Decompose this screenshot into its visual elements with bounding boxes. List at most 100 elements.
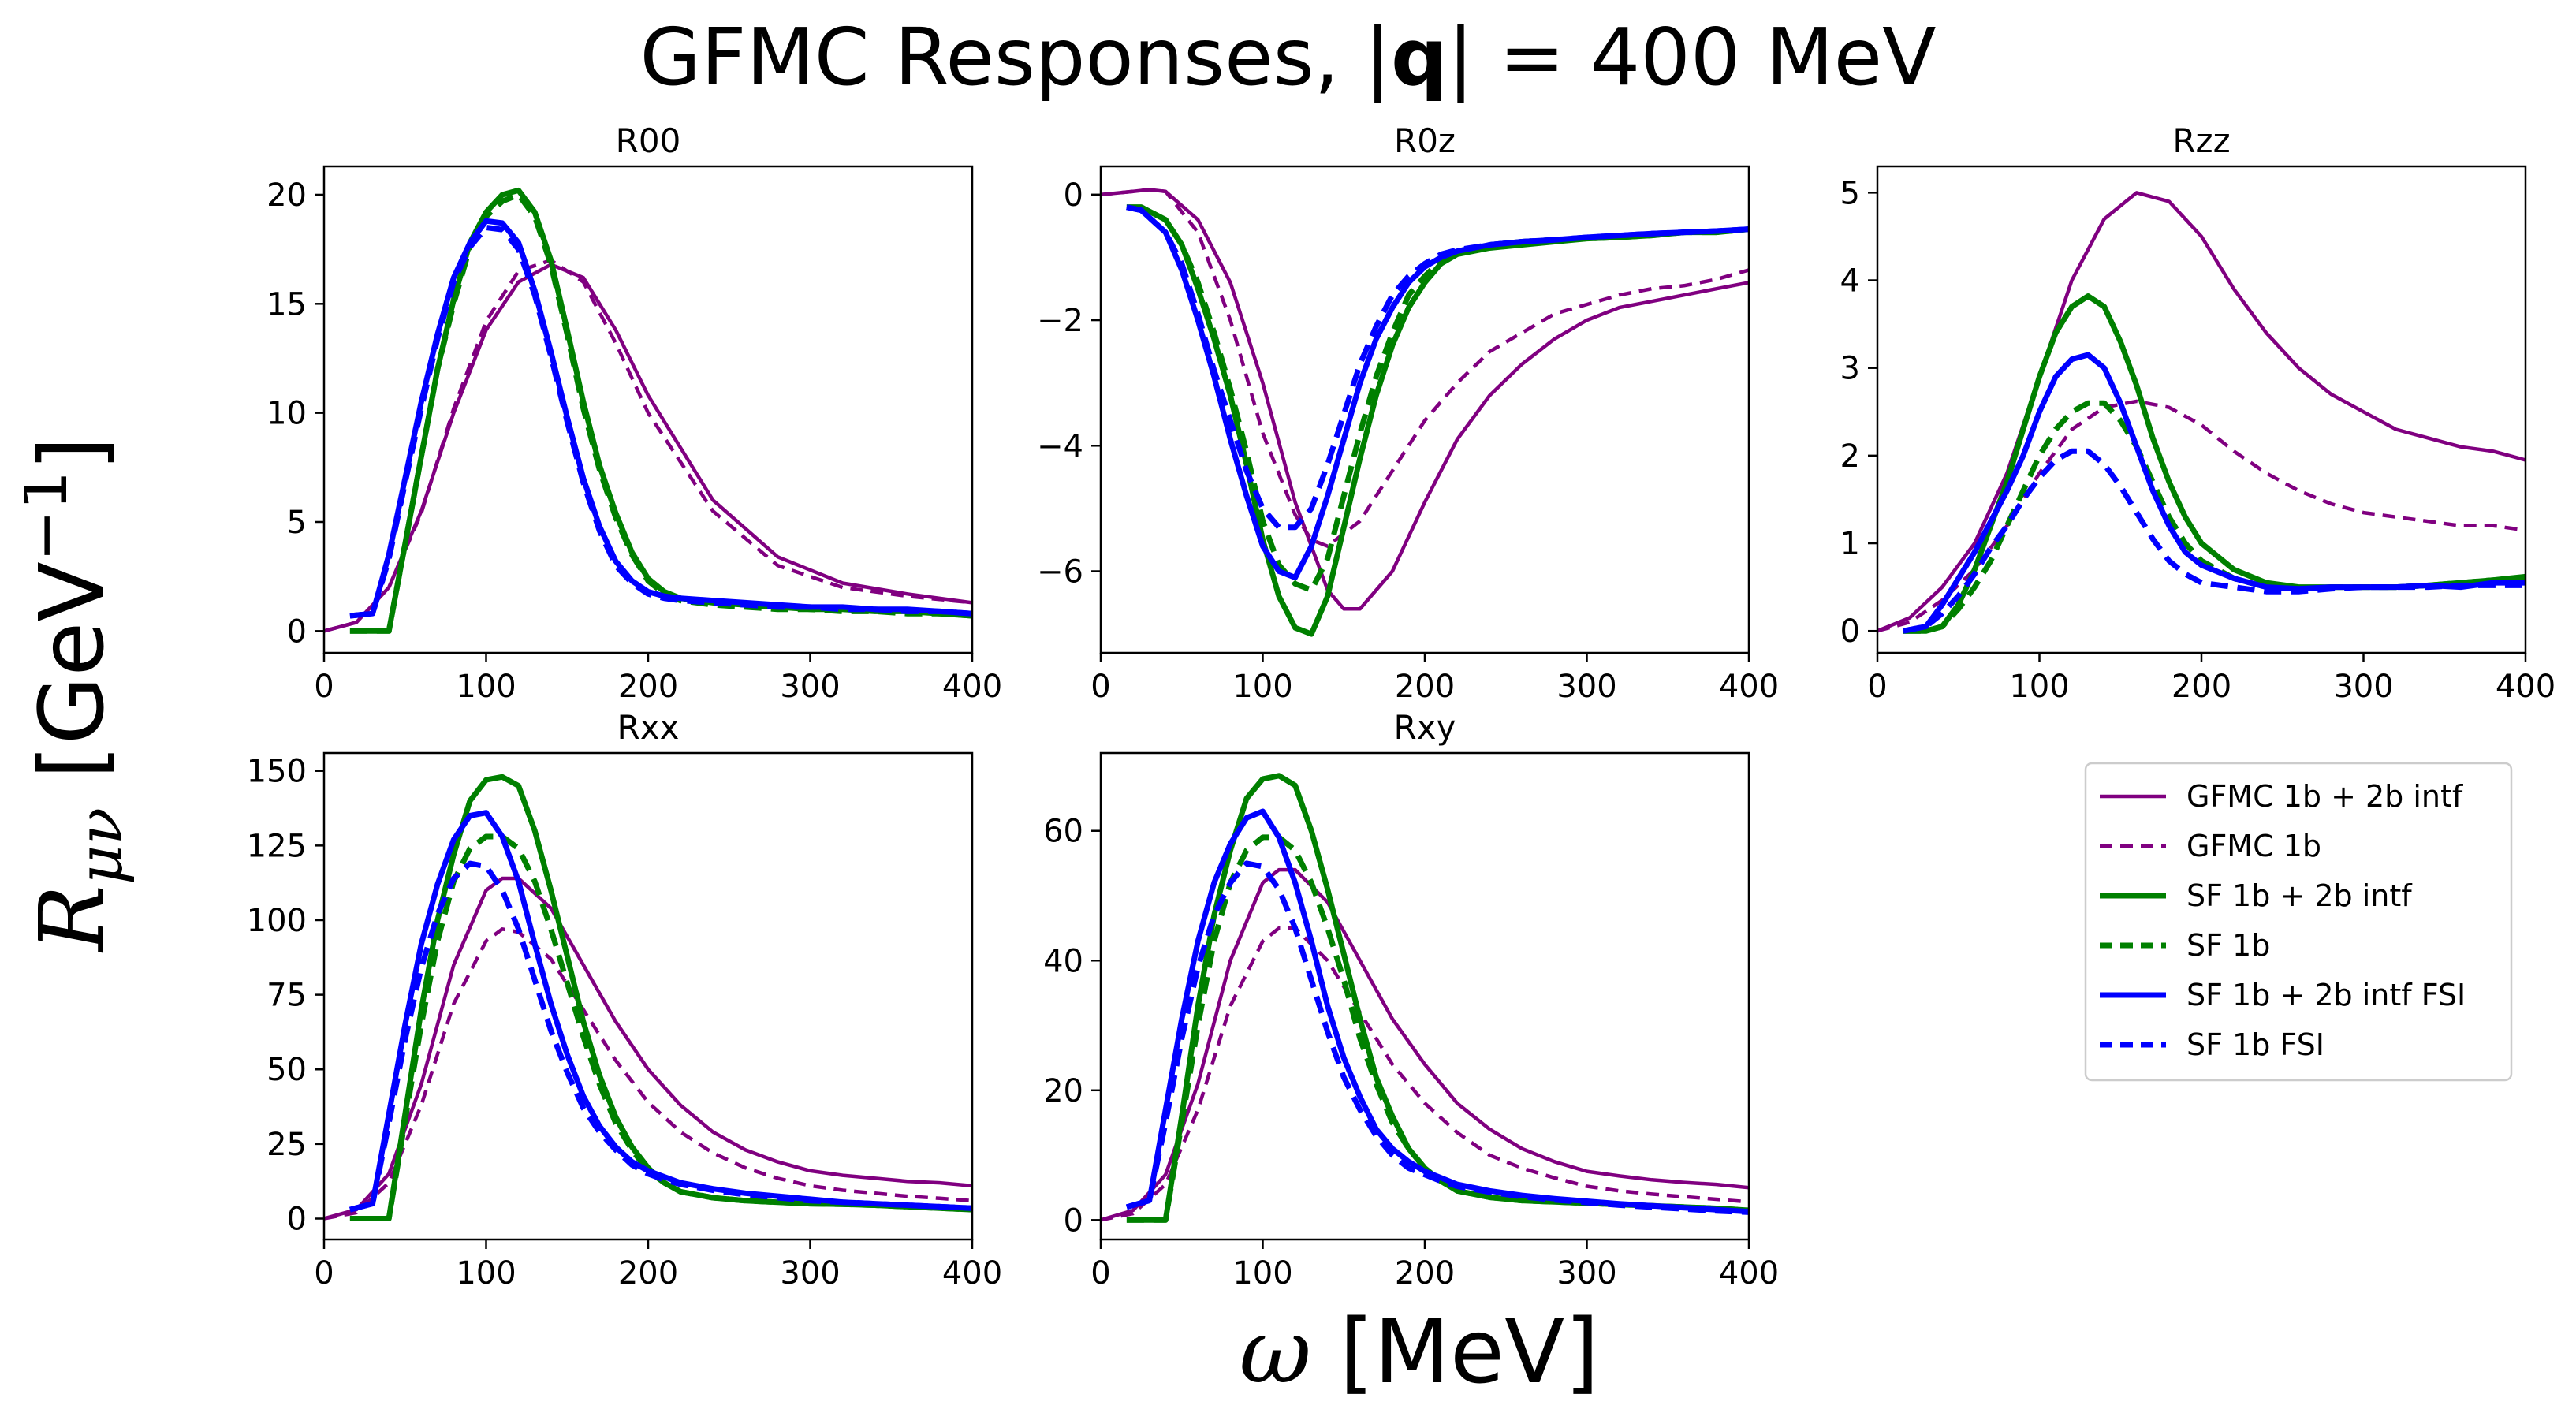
legend-label: SF 1b + 2b intf FSI <box>2186 978 2466 1012</box>
svg-text:Rμν[GeV−1]: Rμν[GeV−1] <box>24 436 136 952</box>
x-tick-label: 400 <box>1719 669 1779 705</box>
legend-entry: SF 1b <box>2100 928 2270 963</box>
x-tick-label: 100 <box>1232 669 1292 705</box>
x-tick-label: 100 <box>1232 1255 1292 1292</box>
panel-title: Rzz <box>2172 121 2230 160</box>
series-line-sf-1b-2b-intf-fsi <box>1903 352 2526 634</box>
axes-frame <box>1099 165 1750 654</box>
x-tick-label: 400 <box>1719 1255 1779 1292</box>
series-line-sf-1b-fsi <box>1125 860 1749 1215</box>
panel-rzz: Rzz 0 100 200 300 400 0 1 2 3 4 5 <box>1840 121 2556 705</box>
legend-label: GFMC 1b <box>2186 829 2321 863</box>
legend-entry: GFMC 1b + 2b intf <box>2100 779 2464 814</box>
y-tick-label: 75 <box>267 978 307 1014</box>
x-tick-label: 200 <box>618 669 678 705</box>
y-tick-label: −4 <box>1037 428 1083 464</box>
series-line-sf-1b <box>349 192 972 634</box>
series-line-sf-1b-2b-intf-fsi <box>349 218 972 619</box>
series-line-sf-1b <box>1903 400 2526 634</box>
y-tick-label: 1 <box>1840 526 1860 562</box>
x-tick-label: 400 <box>942 1255 1002 1292</box>
series-line-gfmc-1b <box>1877 399 2526 633</box>
figure-title: GFMC Responses, |q| = 400 MeV <box>639 11 1937 103</box>
y-tick-label: 20 <box>1043 1073 1083 1109</box>
legend-frame <box>2084 762 2513 1082</box>
axes-frame <box>322 751 974 1241</box>
y-tick-label: 4 <box>1840 263 1860 300</box>
series-line-sf-1b <box>1126 834 1749 1223</box>
panel-title: Rxy <box>1394 708 1456 747</box>
series-line-sf-1b-2b-intf <box>1126 773 1749 1223</box>
legend-label: SF 1b + 2b intf <box>2186 878 2413 913</box>
axes-frame <box>322 165 974 654</box>
y-tick-label: 125 <box>247 828 307 864</box>
x-tick-label: 100 <box>2009 669 2069 705</box>
x-tick-label: 300 <box>780 1255 840 1292</box>
series-line-sf-1b-fsi <box>349 225 972 619</box>
panel-title: R00 <box>616 121 681 160</box>
series-line-sf-1b-2b-intf <box>349 187 972 634</box>
series-line-gfmc-1b-2b-intf <box>324 263 972 633</box>
legend-entry: SF 1b + 2b intf FSI <box>2100 978 2466 1012</box>
y-tick-label: 25 <box>267 1127 307 1163</box>
y-tick-label: 50 <box>267 1052 307 1088</box>
y-tick-label: 15 <box>267 286 307 322</box>
x-tick-label: 0 <box>314 1255 334 1292</box>
x-tick-label: 200 <box>618 1255 678 1292</box>
series-line-sf-1b-fsi <box>1903 448 2526 634</box>
x-tick-label: 300 <box>1556 669 1616 705</box>
y-tick-label: 0 <box>287 1202 307 1238</box>
x-tick-label: 100 <box>456 1255 516 1292</box>
legend: GFMC 1b + 2b intf GFMC 1b SF 1b + 2b intf S… <box>2084 762 2513 1082</box>
y-tick-label: 100 <box>247 903 307 939</box>
y-tick-label: 40 <box>1043 943 1083 979</box>
x-tick-label: 400 <box>942 669 1002 705</box>
y-tick-label: 2 <box>1840 438 1860 475</box>
x-axis-label: ω [MeV] <box>1239 1301 1600 1403</box>
series-line-sf-1b-fsi <box>1126 204 1749 531</box>
series-line-sf-1b-2b-intf <box>1126 204 1749 637</box>
y-tick-label: 60 <box>1043 814 1083 850</box>
x-tick-label: 400 <box>2496 669 2555 705</box>
x-tick-label: 200 <box>1395 1255 1455 1292</box>
series-line-gfmc-1b-2b-intf <box>1101 867 1749 1222</box>
y-tick-label: 150 <box>247 754 307 790</box>
panel-rxx: Rxx 0 100 200 300 400 0 25 50 75 100 125 150 <box>247 708 1003 1292</box>
series-line-gfmc-1b-2b-intf <box>1877 191 2526 633</box>
y-tick-label: 20 <box>267 177 307 214</box>
x-tick-label: 0 <box>1090 669 1110 705</box>
panel-r0z: R0z 0 100 200 300 400 0 −2 −4 −6 <box>1037 121 1779 705</box>
axes-frame <box>1876 165 2527 654</box>
x-tick-label: 300 <box>2333 669 2393 705</box>
series-line-gfmc-1b-2b-intf <box>324 876 972 1221</box>
x-tick-label: 200 <box>2172 669 2231 705</box>
panel-title: Rxx <box>617 708 680 747</box>
y-tick-label: 3 <box>1840 351 1860 387</box>
y-tick-label: 0 <box>1064 177 1083 214</box>
series-line-gfmc-1b-2b-intf <box>1101 188 1749 611</box>
series-line-sf-1b <box>1126 204 1749 593</box>
series-line-sf-1b-2b-intf <box>349 774 972 1221</box>
series-line-gfmc-1b <box>324 927 972 1221</box>
series-line-sf-1b <box>349 833 972 1221</box>
y-tick-label: 5 <box>1840 175 1860 211</box>
panel-r00: R00 0 100 200 300 400 0 5 10 15 20 <box>267 121 1002 705</box>
y-tick-label: −2 <box>1037 303 1083 339</box>
series-line-gfmc-1b <box>1101 926 1749 1222</box>
x-tick-label: 0 <box>1867 669 1887 705</box>
legend-entry: SF 1b FSI <box>2100 1027 2324 1062</box>
series-line-sf-1b-2b-intf <box>1903 293 2526 634</box>
legend-label: SF 1b <box>2186 928 2270 963</box>
x-tick-label: 100 <box>456 669 516 705</box>
x-tick-label: 200 <box>1395 669 1455 705</box>
x-tick-label: 0 <box>314 669 334 705</box>
legend-entry: GFMC 1b <box>2100 829 2321 863</box>
legend-label: GFMC 1b + 2b intf <box>2186 779 2464 814</box>
series-line-sf-1b-2b-intf-fsi <box>1125 808 1749 1215</box>
series-line-sf-1b-2b-intf-fsi <box>349 810 972 1213</box>
y-tick-label: 0 <box>287 613 307 650</box>
legend-label: SF 1b FSI <box>2186 1027 2324 1062</box>
y-tick-label: −6 <box>1037 554 1083 591</box>
axes-frame <box>1099 751 1750 1241</box>
legend-entry: SF 1b + 2b intf <box>2100 878 2413 913</box>
